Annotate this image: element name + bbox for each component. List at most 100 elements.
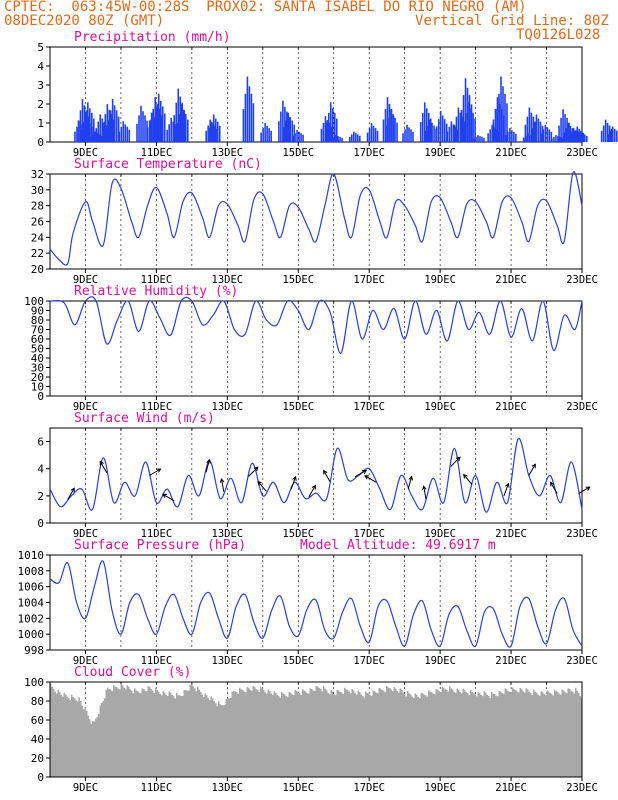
precip-bar — [475, 136, 477, 142]
precip-bar — [92, 134, 94, 142]
precip-bar — [412, 131, 414, 142]
cloud-bar — [168, 691, 170, 777]
cloud-bar — [96, 716, 98, 777]
cloud-bar — [413, 697, 415, 777]
cloud-bar — [315, 685, 317, 777]
precip-bar — [370, 123, 373, 142]
precip-bar — [91, 112, 93, 142]
cloud-bar — [357, 690, 359, 777]
y-tick-label: 70 — [31, 324, 44, 337]
cloud-bar — [548, 691, 550, 777]
precip-bar — [513, 131, 515, 142]
cloud-bar — [549, 693, 551, 777]
panel-frame — [49, 46, 583, 143]
cloud-bar — [561, 689, 563, 777]
x-tick-label: 19DEC — [424, 655, 456, 667]
cloud-bar — [395, 688, 397, 777]
cloud-bar — [263, 689, 265, 777]
y-tick-label: 2 — [37, 490, 44, 503]
precip-bar — [607, 134, 610, 142]
precip-bar — [333, 136, 335, 142]
cloud-bar — [66, 696, 68, 777]
precip-bar — [170, 117, 172, 142]
cloud-bar — [317, 686, 319, 777]
precip-bar — [270, 130, 272, 142]
cloud-bar — [120, 684, 122, 777]
wind-arrow-head — [550, 481, 555, 487]
x-tick-label: 17DEC — [353, 401, 385, 413]
precip-bar — [128, 129, 131, 142]
cloud-bar — [551, 693, 553, 777]
cloud-bar — [572, 691, 574, 777]
precip-bar — [531, 128, 534, 142]
cloud-bar — [291, 694, 293, 777]
wind-arrow — [67, 487, 75, 500]
cloud-bar — [327, 692, 329, 777]
precip-bar — [613, 128, 616, 142]
precip-bar — [177, 88, 180, 142]
cloud-bar — [92, 720, 94, 777]
precip-bar — [419, 122, 422, 142]
cloud-bar — [471, 691, 473, 777]
x-tick-label: 21DEC — [495, 274, 527, 286]
panel-title: Surface Wind (m/s) — [74, 411, 215, 426]
precip-bar — [544, 124, 547, 142]
precip-bar — [534, 121, 537, 142]
cloud-bar — [176, 693, 178, 777]
precip-bar — [425, 108, 428, 142]
cloud-bar — [249, 689, 251, 777]
precip-bar — [562, 109, 564, 142]
cloud-bar — [416, 694, 418, 777]
cloud-bar — [579, 696, 581, 777]
precip-bar — [216, 121, 219, 142]
cloud-bar — [462, 688, 464, 777]
x-tick-label: 17DEC — [353, 655, 385, 667]
cloud-bar — [353, 690, 355, 777]
x-tick-label: 23DEC — [566, 401, 598, 413]
precip-bar — [505, 135, 507, 142]
cloud-bar — [200, 691, 202, 777]
x-tick-label: 15DEC — [282, 782, 314, 794]
precip-bar — [302, 134, 304, 142]
precip-bar — [443, 119, 446, 142]
cloud-bar — [522, 691, 524, 777]
precip-bar — [106, 104, 109, 142]
cloud-bar — [294, 690, 296, 777]
cloud-bar — [324, 688, 326, 777]
precip-bar — [294, 133, 296, 142]
wind-arrow — [149, 468, 161, 476]
precip-bar — [335, 135, 337, 142]
precip-bar — [509, 128, 511, 142]
x-tick-label: 19DEC — [424, 401, 456, 413]
precip-bar — [464, 122, 466, 142]
precip-bar — [553, 136, 555, 142]
precip-bar — [586, 135, 588, 142]
cloud-bar — [530, 692, 532, 777]
precip-bar — [90, 136, 92, 142]
wind-arrow-head — [531, 463, 536, 469]
wind-arrow — [364, 475, 377, 483]
cloud-bar — [56, 693, 58, 777]
precip-bar — [609, 130, 612, 142]
precip-bar — [539, 121, 542, 142]
precip-bar — [102, 122, 105, 142]
cloud-bar — [75, 700, 77, 777]
precip-bar — [260, 132, 262, 142]
precip-bar — [264, 123, 266, 142]
cloud-bar — [350, 693, 352, 777]
precip-bar — [210, 121, 213, 142]
cloud-bar — [182, 695, 184, 777]
cloud-bar — [230, 697, 232, 777]
precip-bar — [474, 118, 476, 142]
precip-bar — [335, 118, 338, 142]
wind-arrow — [221, 478, 225, 492]
precip-bar — [610, 128, 613, 142]
precip-bar — [491, 124, 493, 142]
cloud-bar — [203, 696, 205, 777]
cloud-bar — [57, 689, 59, 777]
cloud-bar — [149, 686, 151, 777]
cloud-bar — [270, 693, 272, 777]
cloud-bar — [141, 688, 143, 777]
cloud-panel-frame — [49, 681, 583, 778]
